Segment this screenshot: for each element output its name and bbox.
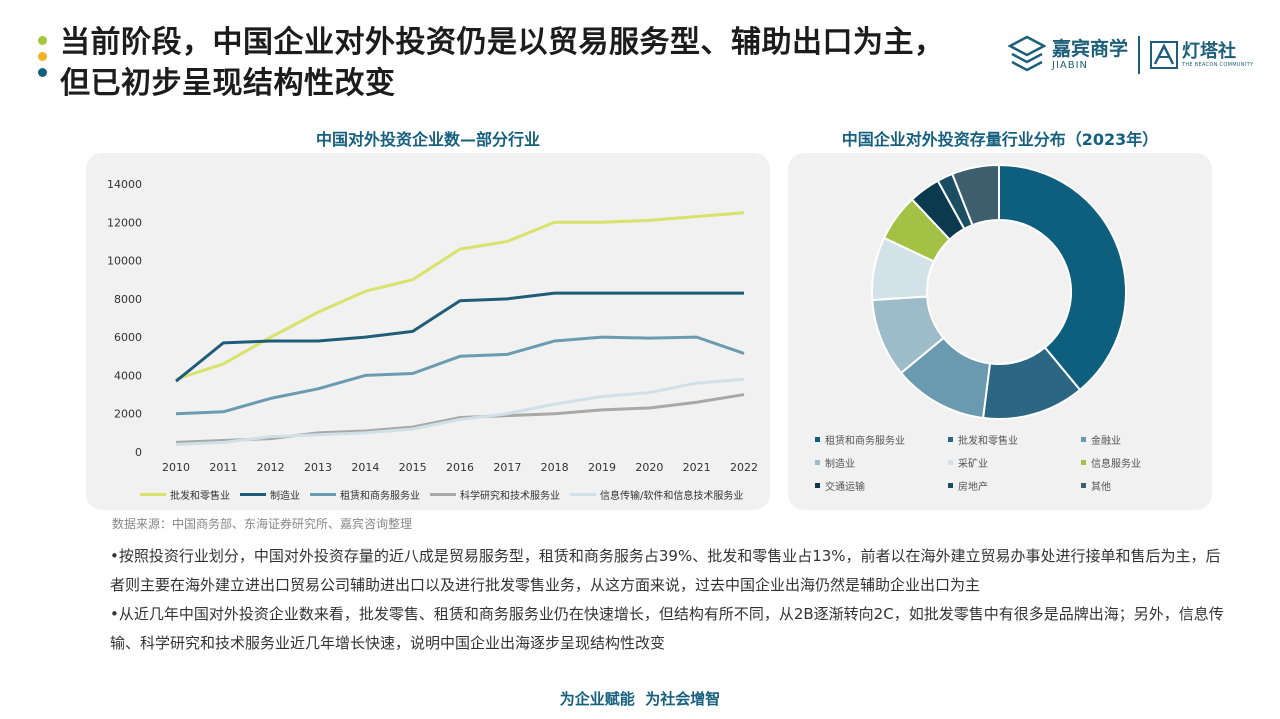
donut-chart bbox=[871, 163, 1127, 420]
x-tick-label: 2010 bbox=[162, 461, 190, 474]
dengta-logo-subtext: THE BEACON COMMUNITY bbox=[1182, 61, 1254, 68]
legend-swatch bbox=[815, 437, 820, 442]
legend-swatch bbox=[310, 493, 336, 496]
y-tick-label: 14000 bbox=[107, 178, 142, 191]
series-line-1 bbox=[175, 291, 744, 383]
x-tick-label: 2014 bbox=[351, 461, 379, 474]
legend-swatch bbox=[815, 460, 820, 465]
legend-swatch bbox=[948, 483, 953, 488]
line-chart-panel bbox=[86, 153, 770, 510]
donut-legend-item-5: 信息服务业 bbox=[1081, 455, 1205, 470]
x-tick-label: 2019 bbox=[588, 461, 616, 474]
legend-label: 租赁和商务服务业 bbox=[340, 491, 420, 502]
donut-chart-legend: 租赁和商务服务业 批发和零售业 金融业制造业 采矿业 信息服务业交通运输 房地产 其他 bbox=[815, 432, 1205, 493]
jiabin-logo-text: 嘉宾商学 bbox=[1052, 38, 1129, 60]
legend-swatch bbox=[240, 493, 266, 496]
legend-item-3: 科学研究和技术服务业 bbox=[430, 487, 560, 502]
logo-area: 嘉宾商学 JIABIN 灯塔社 THE BEACON COMMUNITY bbox=[1008, 32, 1258, 78]
legend-item-0: 批发和零售业 bbox=[140, 487, 230, 502]
dengta-logo-text: 灯塔社 bbox=[1182, 40, 1237, 62]
bullet-dot-blue bbox=[38, 68, 47, 77]
dengta-logo-icon bbox=[1150, 41, 1179, 69]
legend-swatch bbox=[570, 493, 596, 496]
donut-legend-item-0: 租赁和商务服务业 bbox=[815, 432, 948, 447]
series-line-3 bbox=[175, 393, 745, 444]
x-tick-label: 2015 bbox=[399, 461, 427, 474]
legend-label: 其他 bbox=[1091, 482, 1111, 493]
body-paragraph-2: •从近几年中国对外投资企业数来看，批发零售、租赁和商务服务业仍在快速增长，但结构… bbox=[110, 605, 1224, 652]
legend-label: 租赁和商务服务业 bbox=[825, 436, 905, 447]
legend-label: 金融业 bbox=[1091, 436, 1121, 447]
legend-label: 制造业 bbox=[825, 459, 855, 470]
donut-chart-title: 中国企业对外投资存量行业分布（2023年） bbox=[841, 130, 1159, 149]
data-source-note: 数据来源：中国商务部、东海证券研究所、嘉宾咨询整理 bbox=[112, 517, 413, 531]
bullet-dot-yellow bbox=[38, 52, 47, 61]
body-paragraph-1: •按照投资行业划分，中国对外投资存量的近八成是贸易服务型，租赁和商务服务占39%… bbox=[110, 547, 1221, 594]
legend-label: 房地产 bbox=[958, 482, 988, 493]
jiabin-logo-subtext: JIABIN bbox=[1052, 60, 1089, 71]
legend-swatch bbox=[815, 483, 820, 488]
body-text: •按照投资行业划分，中国对外投资存量的近八成是贸易服务型，租赁和商务服务占39%… bbox=[110, 542, 1225, 658]
legend-swatch bbox=[948, 460, 953, 465]
legend-item-1: 制造业 bbox=[240, 487, 300, 502]
y-tick-label: 2000 bbox=[114, 408, 142, 421]
donut-legend-item-4: 采矿业 bbox=[948, 455, 1081, 470]
legend-label: 批发和零售业 bbox=[958, 436, 1018, 447]
legend-label: 信息传输/软件和信息技术服务业 bbox=[600, 491, 744, 502]
legend-swatch bbox=[1081, 437, 1086, 442]
jiabin-logo: 嘉宾商学 JIABIN bbox=[1008, 35, 1128, 75]
y-tick-label: 6000 bbox=[114, 331, 142, 344]
legend-item-4: 信息传输/软件和信息技术服务业 bbox=[570, 487, 743, 502]
y-tick-label: 0 bbox=[135, 446, 142, 459]
legend-swatch bbox=[1081, 483, 1086, 488]
line-chart: 0 2000 4000 6000 8000 10000 12000 14000 2010 2011… bbox=[107, 178, 758, 474]
series-line-2 bbox=[175, 335, 745, 416]
line-chart-legend: 批发和零售业 制造业 租赁和商务服务业 科学研究和技术服务业 信息传输/软件和信息技术服… bbox=[140, 487, 753, 502]
legend-swatch bbox=[1081, 460, 1086, 465]
page-title-line2: 但已初步呈现结构性改变 bbox=[60, 66, 396, 101]
donut-legend-item-1: 批发和零售业 bbox=[948, 432, 1081, 447]
page-title-line1: 当前阶段，中国企业对外投资仍是以贸易服务型、辅助出口为主， bbox=[60, 25, 945, 60]
dengta-logo: 灯塔社 THE BEACON COMMUNITY bbox=[1150, 41, 1253, 69]
donut-legend-item-8: 其他 bbox=[1081, 478, 1205, 493]
legend-label: 交通运输 bbox=[825, 482, 865, 493]
legend-label: 科学研究和技术服务业 bbox=[460, 491, 560, 502]
donut-legend-item-2: 金融业 bbox=[1081, 432, 1205, 447]
title-bullet-dots bbox=[38, 36, 48, 84]
legend-swatch bbox=[430, 493, 456, 496]
jiabin-logo-icon bbox=[1008, 35, 1046, 72]
y-tick-label: 12000 bbox=[107, 216, 142, 229]
legend-label: 批发和零售业 bbox=[170, 491, 230, 502]
legend-swatch bbox=[948, 437, 953, 442]
donut-legend-item-7: 房地产 bbox=[948, 478, 1081, 493]
x-tick-label: 2011 bbox=[209, 461, 237, 474]
legend-label: 制造业 bbox=[270, 491, 300, 502]
logo-separator bbox=[1138, 36, 1141, 74]
line-chart-title: 中国对外投资企业数—部分行业 bbox=[315, 130, 540, 149]
x-tick-label: 2022 bbox=[730, 461, 758, 474]
bullet-dot-green bbox=[38, 36, 47, 45]
page-title: 当前阶段，中国企业对外投资仍是以贸易服务型、辅助出口为主， 但已初步呈现结构性改… bbox=[60, 22, 990, 104]
x-tick-label: 2013 bbox=[304, 461, 332, 474]
donut-slice-8 bbox=[950, 163, 1000, 227]
y-tick-label: 4000 bbox=[114, 369, 142, 382]
series-line-0 bbox=[175, 211, 745, 381]
x-tick-label: 2018 bbox=[541, 461, 569, 474]
footer-slogan: 为企业赋能 为社会增智 bbox=[559, 690, 721, 708]
donut-slice-0 bbox=[998, 163, 1127, 392]
x-tick-label: 2021 bbox=[683, 461, 711, 474]
y-tick-label: 10000 bbox=[107, 255, 142, 268]
legend-item-2: 租赁和商务服务业 bbox=[310, 487, 420, 502]
donut-legend-item-6: 交通运输 bbox=[815, 478, 948, 493]
x-tick-label: 2012 bbox=[257, 461, 285, 474]
x-tick-label: 2016 bbox=[446, 461, 474, 474]
y-tick-label: 8000 bbox=[114, 293, 142, 306]
series-line-4 bbox=[175, 377, 745, 446]
donut-legend-item-3: 制造业 bbox=[815, 455, 948, 470]
x-tick-label: 2020 bbox=[635, 461, 663, 474]
legend-label: 采矿业 bbox=[958, 459, 988, 470]
legend-swatch bbox=[140, 493, 166, 496]
x-tick-label: 2017 bbox=[493, 461, 521, 474]
legend-label: 信息服务业 bbox=[1091, 459, 1141, 470]
